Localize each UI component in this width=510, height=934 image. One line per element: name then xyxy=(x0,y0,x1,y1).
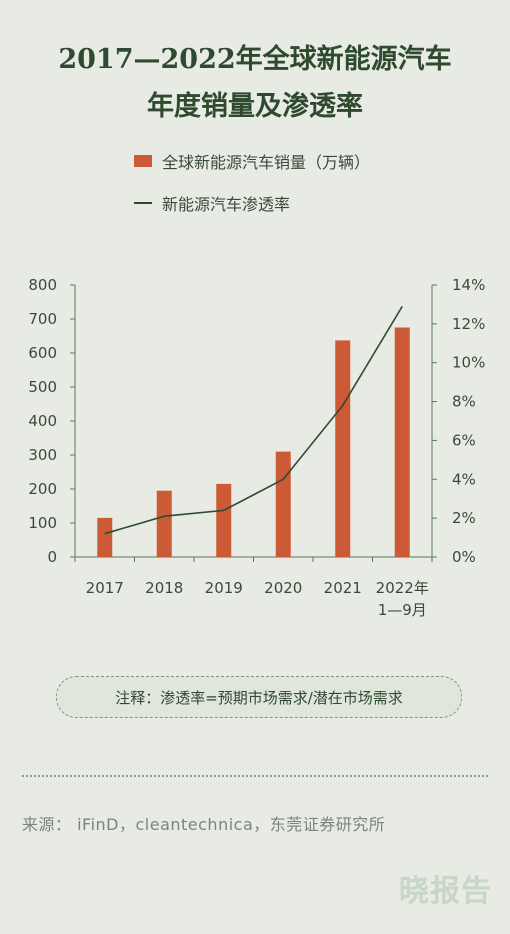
left-tick-label: 100 xyxy=(28,514,57,532)
x-tick-label: 2020 xyxy=(264,579,302,597)
sales-bar xyxy=(394,327,410,557)
sales-bar xyxy=(97,517,113,557)
left-tick-label: 0 xyxy=(47,548,57,566)
divider xyxy=(22,775,488,777)
left-tick-label: 400 xyxy=(28,412,57,430)
legend-item-sales: 全球新能源汽车销量（万辆） xyxy=(134,150,370,172)
right-tick-label: 6% xyxy=(452,431,476,449)
legend: 全球新能源汽车销量（万辆） 新能源汽车渗透率 xyxy=(134,150,370,234)
left-tick-label: 200 xyxy=(28,480,57,498)
x-tick-label: 2018 xyxy=(145,579,183,597)
left-tick-label: 800 xyxy=(28,276,57,294)
sales-bar xyxy=(275,451,291,557)
left-tick-label: 700 xyxy=(28,310,57,328)
chart-title-line1: 2017—2022年全球新能源汽车 xyxy=(58,44,452,75)
x-tick-label: 2019 xyxy=(205,579,243,597)
legend-line-swatch xyxy=(134,202,152,204)
x-tick-label: 2022年 xyxy=(376,579,429,597)
legend-sales-label: 全球新能源汽车销量（万辆） xyxy=(162,153,371,172)
note-text: 注释：渗透率=预期市场需求/潜在市场需求 xyxy=(115,688,403,707)
sales-bar xyxy=(156,490,172,557)
sales-bar xyxy=(216,483,232,557)
x-tick-label: 2021 xyxy=(324,579,362,597)
watermark-logo: 晓报告 xyxy=(399,874,492,909)
combo-chart: 0 100 200 300 400 500 600 700 800 0% 2% 4% 6% 8% 10% 12… xyxy=(28,276,485,619)
x-tick-label: 1—9月 xyxy=(378,601,427,619)
right-tick-label: 8% xyxy=(452,393,476,411)
left-tick-label: 500 xyxy=(28,378,57,396)
sales-bar xyxy=(335,340,351,557)
legend-bar-swatch xyxy=(134,155,152,167)
chart-title-line2: 年度销量及渗透率 xyxy=(147,91,363,122)
right-tick-label: 0% xyxy=(452,548,476,566)
legend-penetration-label: 新能源汽车渗透率 xyxy=(162,195,291,214)
right-tick-label: 10% xyxy=(452,354,485,372)
legend-item-penetration: 新能源汽车渗透率 xyxy=(134,192,370,214)
chart-title: 2017—2022年全球新能源汽车 年度销量及渗透率 xyxy=(0,36,510,130)
source-text: 来源： iFinD，cleantechnica，东莞证券研究所 xyxy=(22,815,386,834)
right-tick-label: 4% xyxy=(452,470,476,488)
penetration-line xyxy=(104,305,403,535)
x-tick-label: 2017 xyxy=(86,579,124,597)
right-tick-label: 14% xyxy=(452,276,485,294)
left-tick-label: 600 xyxy=(28,344,57,362)
right-tick-label: 12% xyxy=(452,315,485,333)
right-tick-label: 2% xyxy=(452,509,476,527)
left-tick-label: 300 xyxy=(28,446,57,464)
note-box: 注释：渗透率=预期市场需求/潜在市场需求 xyxy=(56,676,462,718)
